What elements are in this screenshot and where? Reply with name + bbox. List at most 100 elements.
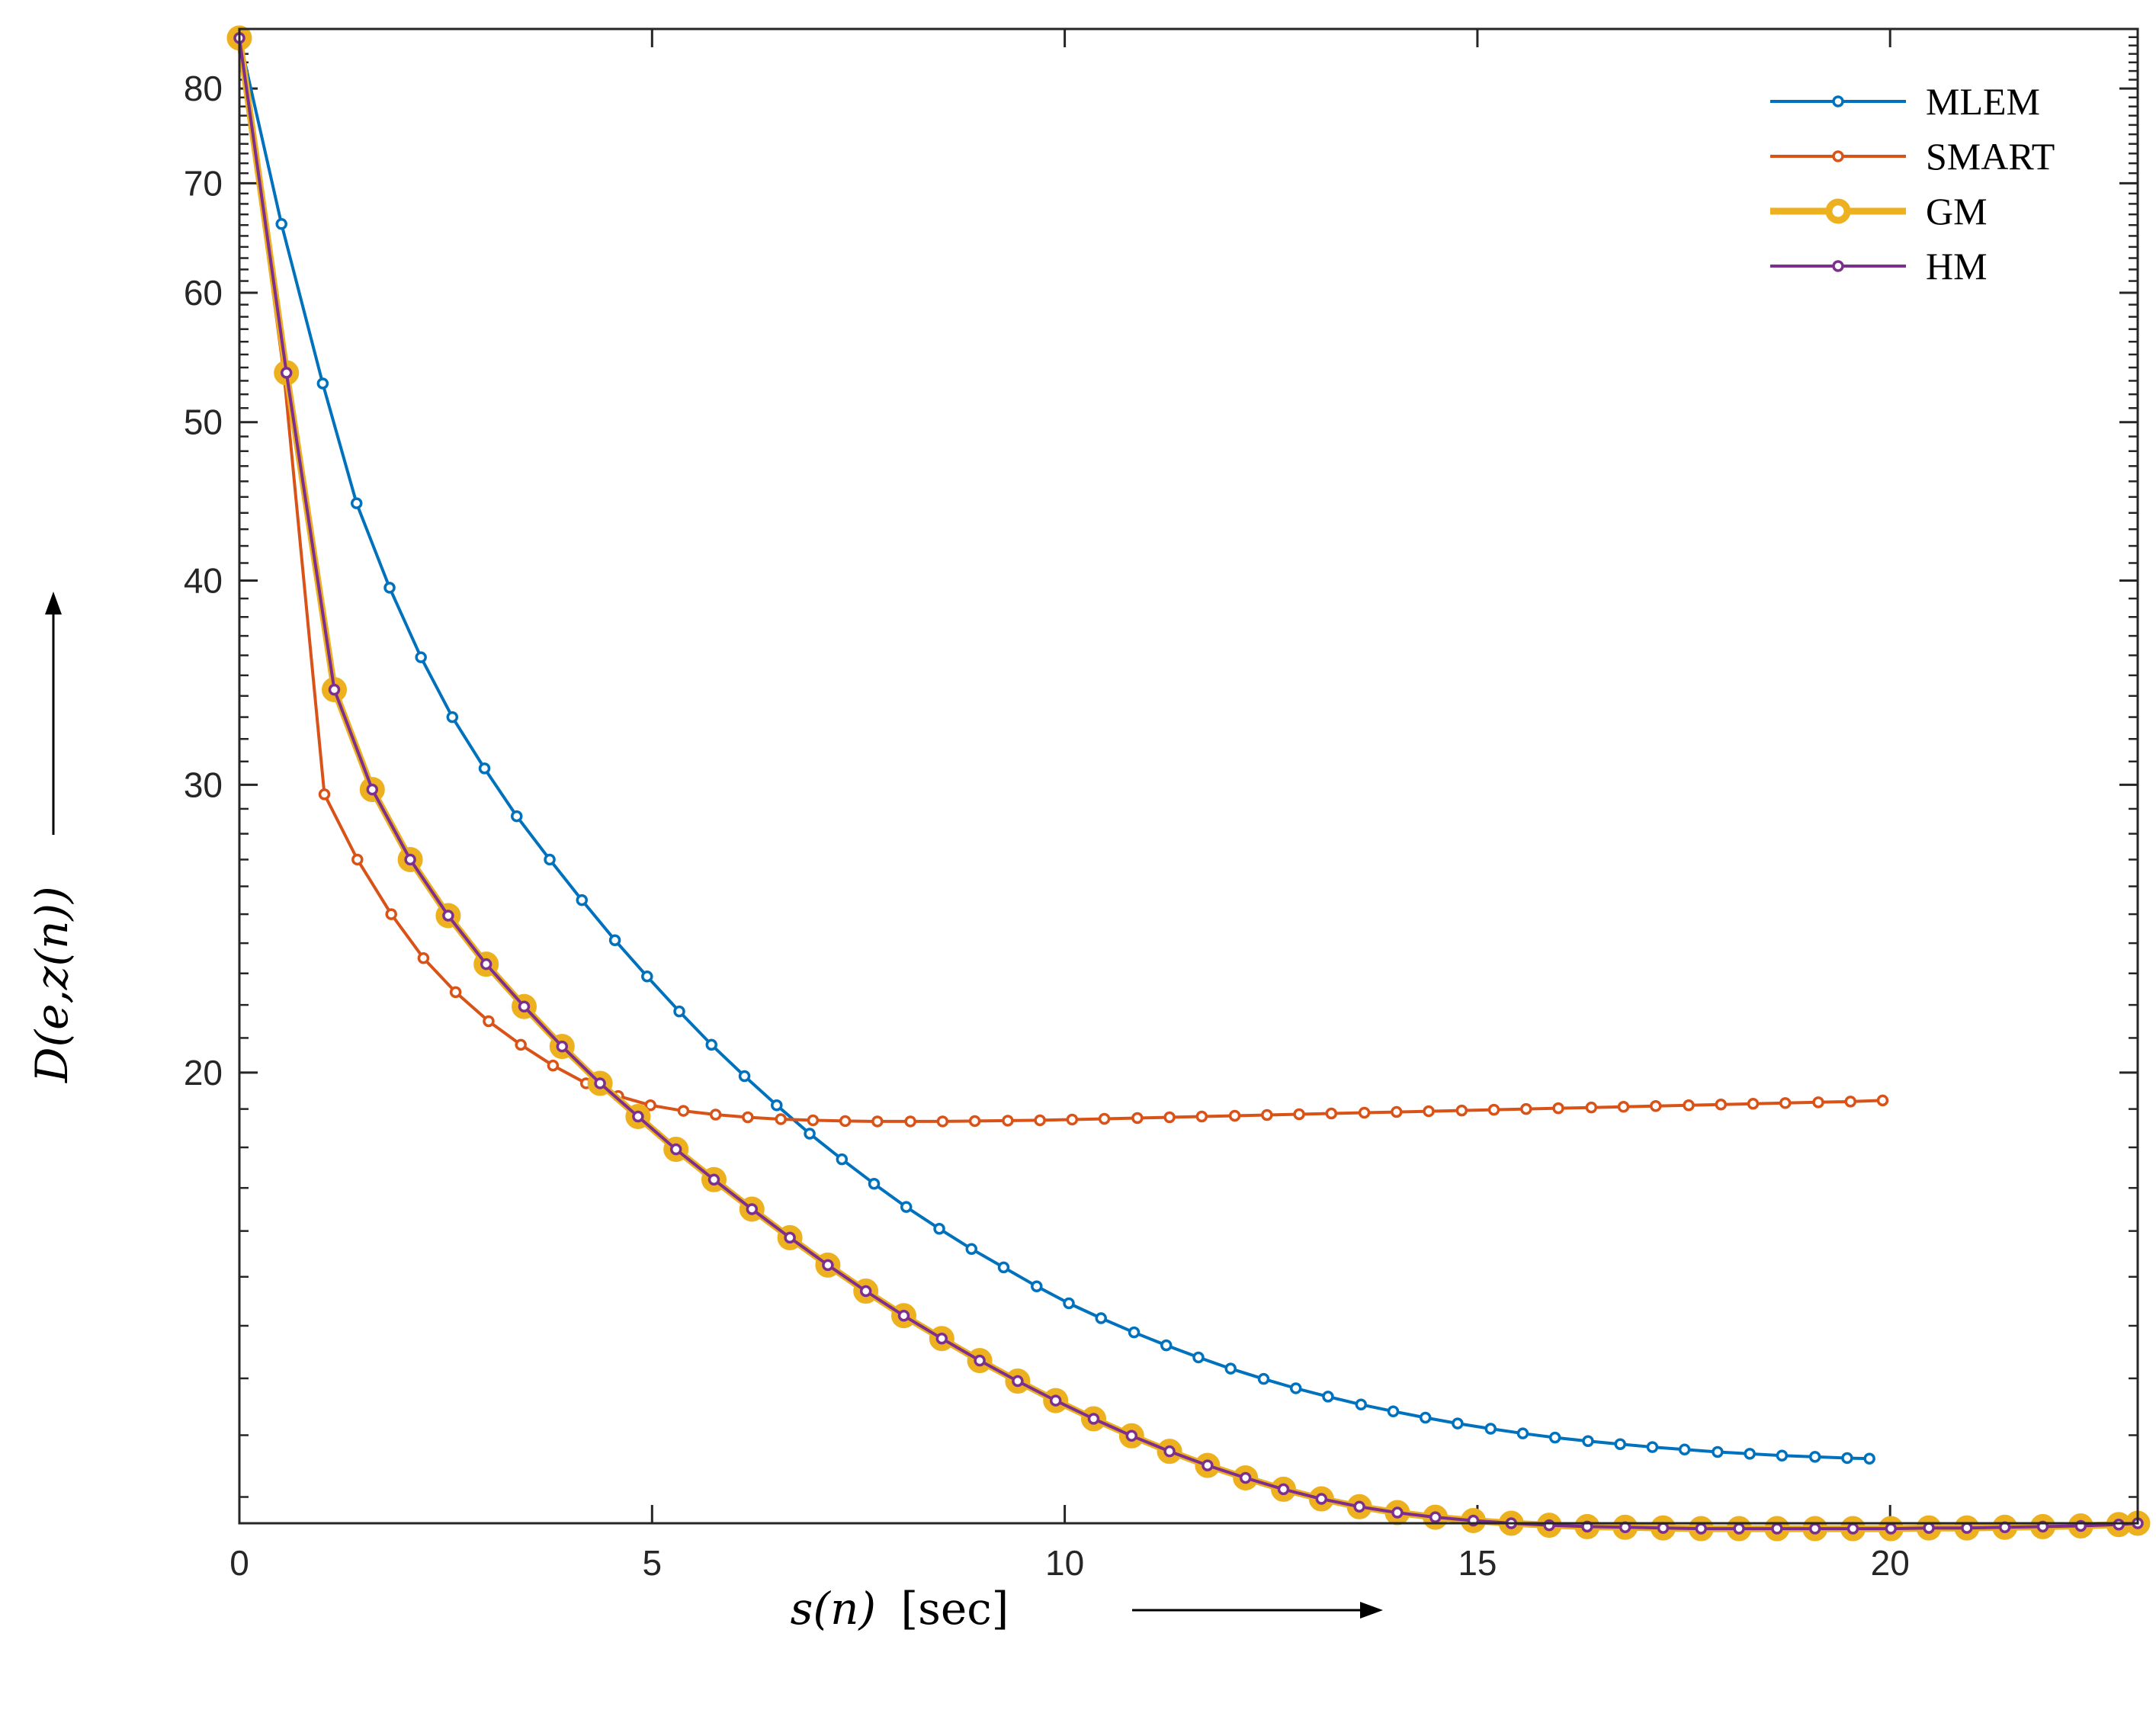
plot-frame — [238, 27, 2139, 1525]
y-axis-title: D(e,z(n)) — [26, 592, 78, 1083]
data-point-hm — [480, 958, 492, 971]
data-point-smart — [1228, 1109, 1241, 1122]
data-point-hm — [632, 1110, 644, 1123]
x-axis-title: s(n) [sec] — [791, 1583, 1383, 1635]
data-point-hm — [2113, 1519, 2125, 1531]
data-point-smart — [483, 1015, 495, 1028]
data-point-smart — [417, 951, 430, 964]
data-point-hm — [1923, 1522, 1935, 1534]
data-point-mlem — [1678, 1443, 1691, 1456]
data-point-smart — [1747, 1098, 1760, 1110]
data-point-smart — [318, 788, 331, 801]
data-point-mlem — [1516, 1427, 1529, 1439]
data-point-hm — [1163, 1445, 1176, 1458]
data-point-hm — [1695, 1522, 1708, 1535]
y-tick-label: 80 — [184, 69, 223, 108]
data-point-hm — [1961, 1522, 1973, 1534]
data-point-hm — [1391, 1506, 1404, 1519]
data-point-smart — [1325, 1107, 1338, 1120]
data-point-hm — [1657, 1522, 1670, 1534]
data-point-mlem — [1160, 1339, 1173, 1352]
data-point-smart — [1683, 1099, 1695, 1112]
data-point-mlem — [900, 1201, 913, 1213]
data-point-mlem — [1776, 1449, 1789, 1462]
x-axis-label-unit: [sec] — [900, 1583, 1009, 1635]
data-point-hm — [556, 1040, 569, 1053]
data-point-hm — [594, 1077, 606, 1089]
data-point-mlem — [1257, 1372, 1270, 1385]
data-point-mlem — [1744, 1448, 1756, 1460]
data-point-hm — [1808, 1522, 1821, 1535]
data-point-smart — [1487, 1103, 1500, 1116]
data-point-mlem — [997, 1261, 1010, 1274]
data-point-smart — [1293, 1108, 1305, 1121]
data-point-hm — [1049, 1394, 1062, 1407]
data-point-hm — [822, 1259, 834, 1272]
data-point-hm — [1429, 1511, 1442, 1523]
data-point-smart — [1034, 1114, 1046, 1127]
legend-label: SMART — [1926, 135, 2055, 178]
data-point-hm — [746, 1203, 759, 1215]
data-point-hm — [1315, 1493, 1328, 1505]
series-layer — [226, 25, 2151, 1542]
data-point-hm — [669, 1143, 682, 1156]
series-hm — [233, 32, 2144, 1535]
data-point-smart — [644, 1099, 656, 1112]
data-point-hm — [518, 1000, 531, 1012]
data-point-smart — [515, 1038, 527, 1051]
data-point-smart — [1585, 1101, 1598, 1114]
x-axis-arrow-head — [1360, 1602, 1383, 1619]
data-point-mlem — [705, 1038, 718, 1051]
data-point-smart — [775, 1113, 787, 1125]
legend: MLEM SMART GM HM — [1770, 80, 2055, 287]
series-mlem — [233, 32, 1875, 1465]
data-point-mlem — [544, 853, 556, 866]
data-point-hm — [1885, 1522, 1898, 1535]
data-point-smart — [385, 908, 397, 920]
data-point-mlem — [1863, 1452, 1875, 1465]
data-point-mlem — [1192, 1351, 1205, 1364]
data-point-hm — [1087, 1413, 1100, 1425]
data-point-mlem — [511, 810, 523, 823]
data-point-hm — [897, 1310, 910, 1322]
data-point-smart — [1002, 1115, 1014, 1127]
data-point-smart — [351, 853, 364, 866]
data-point-smart — [1391, 1105, 1403, 1118]
y-axis-arrow-head — [45, 592, 62, 614]
data-point-smart — [936, 1115, 949, 1128]
data-point-mlem — [576, 894, 589, 906]
legend-marker — [1825, 198, 1851, 224]
data-point-mlem — [1548, 1431, 1561, 1444]
data-point-smart — [871, 1115, 884, 1128]
data-point-mlem — [1063, 1297, 1075, 1310]
data-point-mlem — [1582, 1435, 1594, 1448]
legend-entry-gm: GM — [1770, 190, 1988, 233]
data-point-mlem — [1808, 1451, 1821, 1463]
legend-label: MLEM — [1926, 80, 2040, 123]
data-point-mlem — [316, 377, 329, 390]
x-tick-label: 5 — [643, 1543, 663, 1583]
data-point-smart — [1098, 1112, 1111, 1125]
y-tick-label: 20 — [184, 1053, 223, 1093]
data-point-smart — [1261, 1109, 1273, 1121]
data-point-smart — [839, 1115, 852, 1128]
data-point-hm — [366, 783, 379, 796]
data-point-hm — [1012, 1375, 1024, 1388]
data-point-hm — [1239, 1471, 1252, 1484]
data-point-mlem — [1646, 1441, 1659, 1453]
data-point-mlem — [804, 1128, 816, 1140]
data-point-mlem — [478, 762, 491, 775]
data-point-mlem — [1289, 1382, 1302, 1394]
data-point-smart — [807, 1114, 820, 1127]
data-point-mlem — [1224, 1362, 1237, 1375]
x-tick-label: 20 — [1871, 1543, 1910, 1583]
data-point-mlem — [1322, 1391, 1334, 1403]
data-point-mlem — [1841, 1452, 1853, 1465]
legend-entry-mlem: MLEM — [1770, 80, 2040, 123]
data-point-mlem — [738, 1070, 751, 1083]
series-smart — [233, 32, 1889, 1128]
data-point-smart — [1455, 1104, 1468, 1117]
data-point-hm — [1125, 1429, 1138, 1442]
